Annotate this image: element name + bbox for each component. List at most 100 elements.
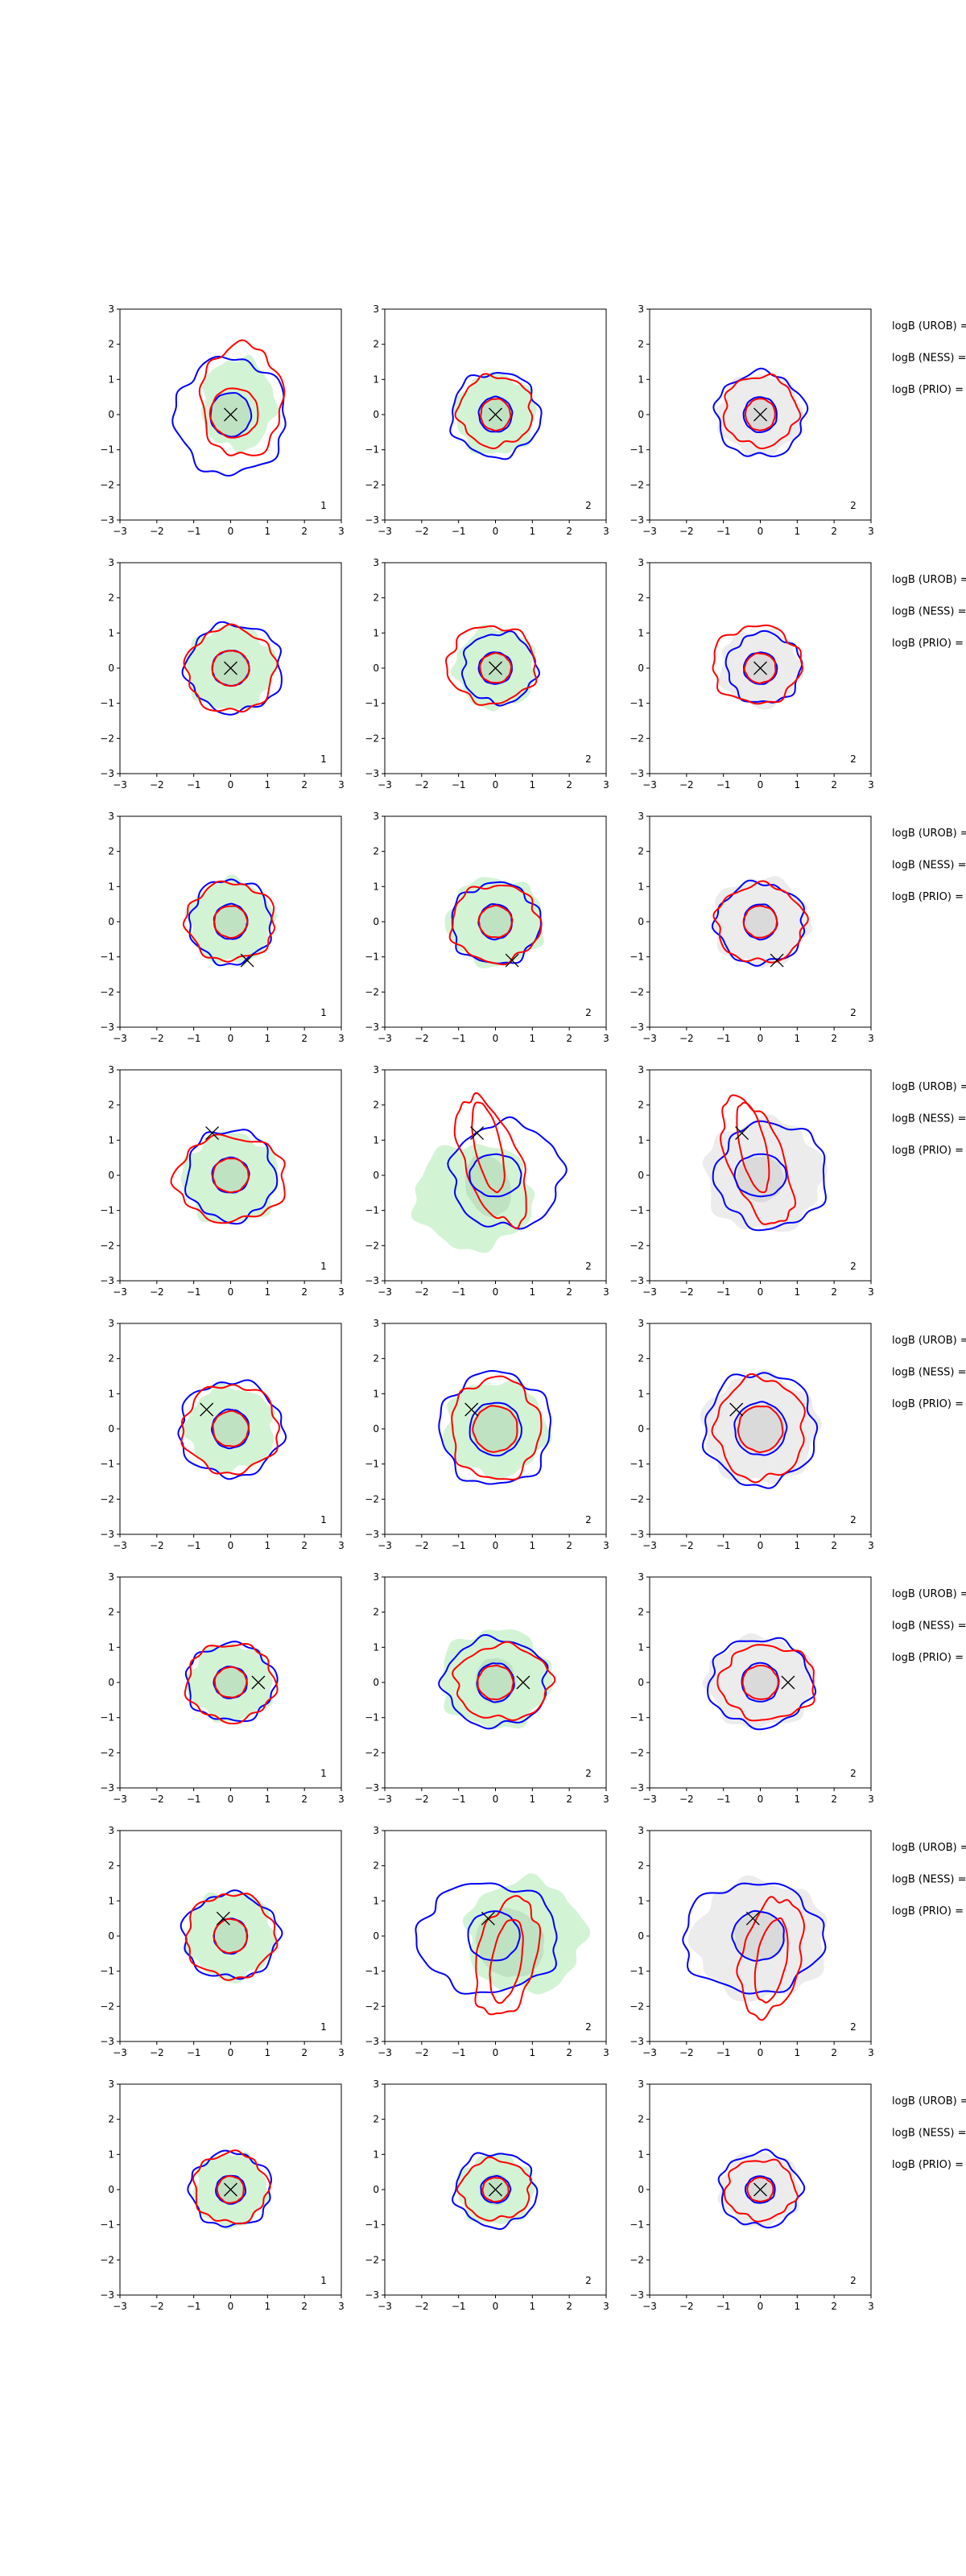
plot-area [438, 1629, 556, 1730]
x-tick-label: −2 [415, 1540, 429, 1551]
blue-contour-inner [733, 1153, 787, 1198]
y-tick-label: −3 [100, 1782, 114, 1794]
x-tick-label: 0 [228, 526, 234, 537]
plot-area [177, 1379, 287, 1480]
x-marker [770, 953, 784, 968]
y-tick-label: −2 [630, 479, 644, 490]
y-tick-label: 2 [108, 2114, 114, 2125]
x-tick-label: 1 [530, 1794, 536, 1805]
blue-contour-inner [742, 396, 778, 433]
blue-contour-inner [467, 1910, 521, 1962]
y-tick-label: 1 [108, 881, 114, 892]
x-tick-label: −3 [642, 779, 657, 791]
y-tick-label: 0 [373, 409, 379, 420]
y-tick-label: 2 [638, 339, 644, 350]
y-tick-label: 3 [638, 303, 644, 315]
logb-label-ness: logB (NESS) = [892, 1113, 966, 1125]
x-tick-label: −1 [187, 2301, 201, 2312]
x-marker [781, 1675, 795, 1690]
y-tick-label: −1 [630, 1966, 644, 1977]
y-tick-label: 0 [108, 1170, 114, 1181]
red-contour-inner [212, 1410, 250, 1447]
y-tick-label: −2 [365, 733, 379, 744]
x-tick-label: 0 [493, 526, 499, 537]
x-tick-label: −1 [187, 779, 201, 791]
logb-label-ness: logB (NESS) = [892, 1874, 966, 1886]
x-tick-label: 2 [301, 2047, 308, 2058]
logb-label-urob: logB (UROB) = [892, 320, 966, 332]
x-tick-label: −1 [452, 2047, 466, 2058]
y-tick-label: 1 [108, 1641, 114, 1653]
y-tick-label: −1 [100, 444, 114, 456]
plot-area [702, 1633, 817, 1731]
red-contour-inner [477, 1664, 514, 1701]
plot-area [438, 1369, 552, 1485]
y-tick-label: −3 [630, 768, 644, 779]
logb-label-ness: logB (NESS) = [892, 353, 966, 365]
subplot-r6-c3: −3 −2 −1 0 1 2 3 −3 −2 −1 0 1 2 3 2 [630, 1571, 874, 1805]
x-tick-label: −2 [150, 2047, 164, 2058]
x-tick-label: 1 [530, 2047, 536, 2058]
panel-label: 1 [320, 1007, 327, 1018]
panel-label: 1 [320, 500, 327, 511]
x-marker [240, 953, 254, 968]
y-tick-label: −3 [365, 1782, 379, 1794]
y-tick-label: −1 [365, 952, 379, 963]
x-marker [224, 661, 237, 675]
y-tick-label: 1 [108, 1895, 114, 1906]
x-tick-label: −1 [716, 1286, 731, 1298]
y-tick-label: −3 [630, 1529, 644, 1540]
y-tick-label: 1 [638, 374, 644, 385]
y-tick-label: −3 [630, 1022, 644, 1033]
x-tick-label: −2 [415, 1286, 429, 1298]
y-tick-label: −2 [100, 479, 114, 490]
x-tick-label: −1 [716, 1794, 731, 1805]
y-tick-label: 1 [638, 1895, 644, 1906]
x-tick-label: −2 [679, 2047, 694, 2058]
y-tick-label: −1 [630, 698, 644, 709]
red-contour-outer [183, 623, 279, 713]
y-tick-label: −1 [630, 1459, 644, 1470]
red-contour-outer [711, 1373, 806, 1484]
red-contour-inner [479, 652, 512, 684]
x-tick-label: 0 [493, 1794, 499, 1805]
y-tick-label: 3 [373, 1318, 379, 1329]
x-marker [470, 1126, 485, 1141]
y-tick-label: 3 [108, 303, 114, 315]
red-contour-inner [213, 1666, 248, 1699]
plot-area [171, 339, 287, 477]
subplot-r7-c1: −3 −2 −1 0 1 2 3 −3 −2 −1 0 1 2 3 1 [100, 1825, 345, 2058]
plot-area [180, 1889, 283, 1984]
y-tick-label: 0 [373, 916, 379, 927]
y-tick-label: −2 [100, 733, 114, 744]
subplot-r1-c1: −3 −2 −1 0 1 2 3 −3 −2 −1 0 1 2 3 1 [100, 303, 345, 537]
density-fill-inner [471, 1404, 519, 1454]
red-contour-inner [481, 2177, 510, 2203]
y-tick-label: −3 [365, 1022, 379, 1033]
x-marker [745, 1911, 760, 1926]
x-tick-label: 0 [228, 2047, 234, 2058]
y-tick-label: −3 [630, 1275, 644, 1286]
y-tick-label: 0 [638, 1170, 644, 1181]
x-tick-label: 1 [530, 526, 536, 537]
red-contour-outer [722, 373, 802, 450]
x-tick-label: 0 [758, 1286, 764, 1298]
logb-label-ness: logB (NESS) = [892, 606, 966, 618]
panel-label: 2 [850, 500, 857, 511]
x-tick-label: 0 [493, 1540, 499, 1551]
y-tick-label: −3 [630, 2289, 644, 2301]
subplot-r8-c1: −3 −2 −1 0 1 2 3 −3 −2 −1 0 1 2 3 1 [100, 2079, 345, 2312]
y-tick-label: 2 [108, 592, 114, 604]
x-marker [753, 407, 767, 422]
plot-area [717, 2149, 806, 2229]
x-tick-label: −3 [113, 526, 127, 537]
x-tick-label: −3 [113, 2047, 127, 2058]
y-tick-label: −2 [630, 1747, 644, 1758]
y-tick-label: −3 [630, 2036, 644, 2047]
y-tick-label: 2 [638, 1100, 644, 1111]
x-tick-label: −2 [150, 1540, 164, 1551]
y-tick-label: 3 [373, 1064, 379, 1075]
red-contour-inner [737, 1406, 784, 1453]
blue-contour-inner [213, 1666, 248, 1699]
y-tick-label: 3 [108, 1318, 114, 1329]
